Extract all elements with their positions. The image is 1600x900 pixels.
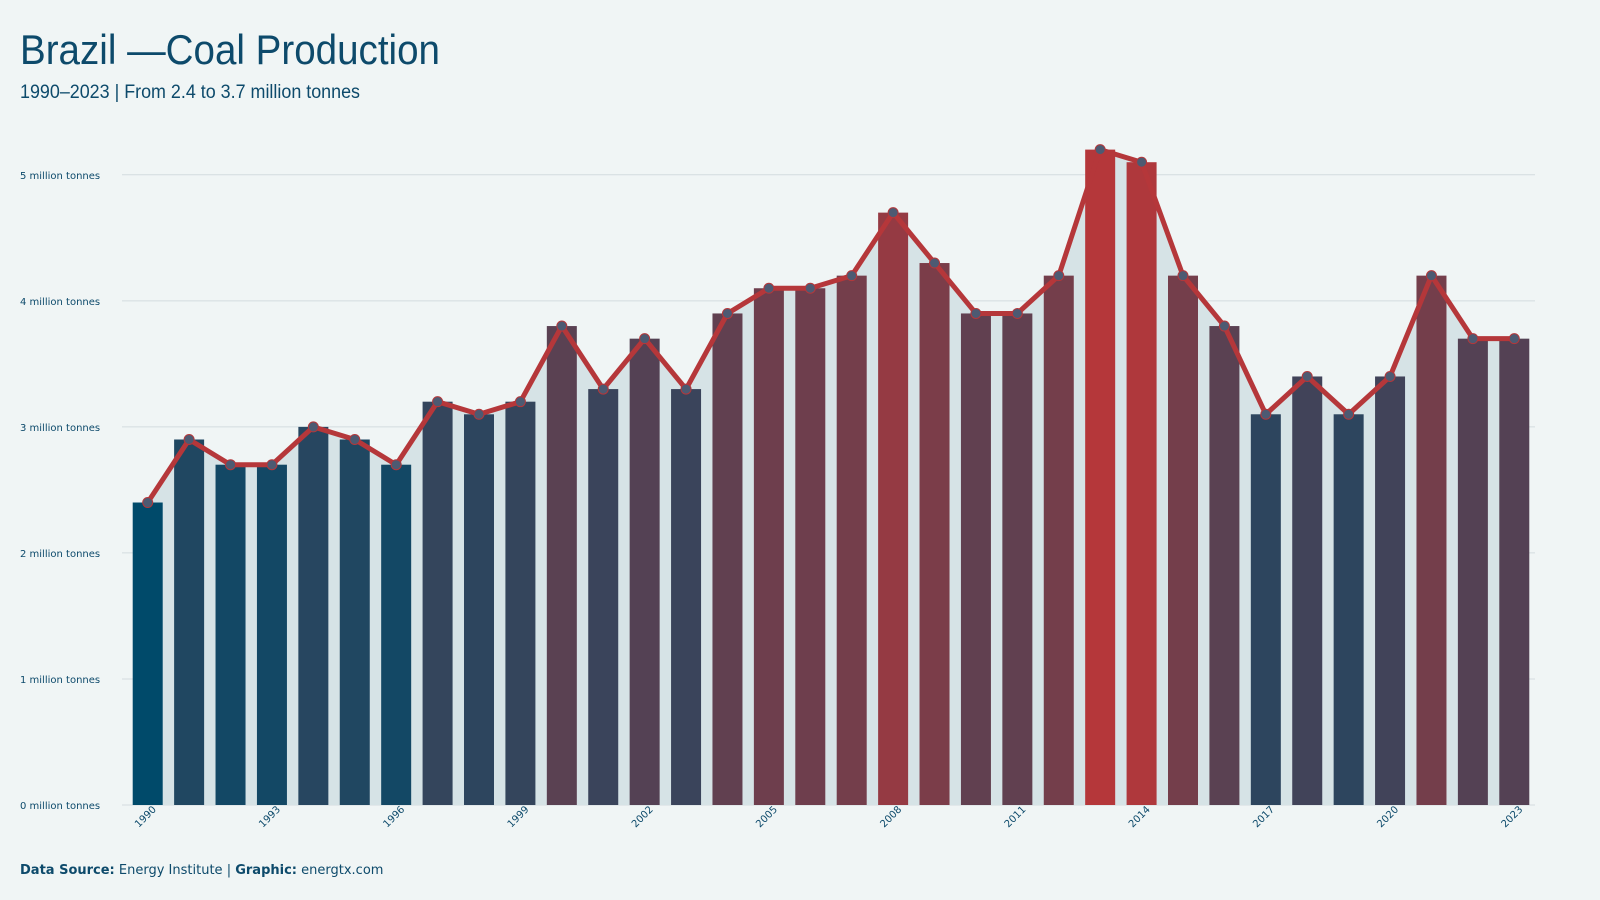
bar — [1416, 275, 1447, 806]
source: Energy Institute — [119, 863, 223, 878]
bar — [298, 426, 329, 805]
bar — [256, 464, 287, 805]
bar — [1126, 162, 1157, 806]
y-tick-label: 3 million tonnes — [20, 423, 100, 434]
point — [639, 333, 651, 345]
bar — [1250, 414, 1281, 805]
bar — [1499, 338, 1530, 805]
bar — [712, 313, 743, 805]
footer: Data Source: Energy Institute | Graphic:… — [20, 863, 383, 878]
point — [887, 207, 899, 219]
y-tick-label: 1 million tonnes — [20, 675, 100, 686]
point — [1260, 408, 1272, 420]
chart-title: Brazil —Coal Production — [20, 26, 440, 73]
point — [266, 459, 278, 471]
point — [556, 320, 568, 332]
point — [804, 282, 816, 294]
bar — [1209, 326, 1240, 805]
bar — [629, 338, 660, 805]
bar — [1333, 414, 1364, 805]
point — [349, 433, 361, 445]
graphic: energtx.com — [301, 863, 383, 878]
bar — [339, 439, 370, 805]
source-label: Data Source: — [20, 863, 115, 878]
bar — [671, 389, 702, 805]
y-tick-label: 0 million tonnes — [20, 801, 100, 812]
point — [1343, 408, 1355, 420]
point — [307, 421, 319, 433]
point — [597, 383, 609, 395]
bar — [1002, 313, 1033, 805]
bar — [1168, 275, 1198, 806]
bar — [588, 389, 619, 805]
chart-subtitle: 1990–2023 | From 2.4 to 3.7 million tonn… — [20, 82, 360, 103]
y-tick-label: 5 million tonnes — [20, 171, 100, 182]
point — [1301, 370, 1313, 382]
point — [1053, 270, 1065, 282]
point — [1425, 270, 1437, 282]
bar — [422, 401, 453, 805]
point — [1508, 333, 1520, 345]
bar — [960, 313, 991, 805]
y-tick-label: 4 million tonnes — [20, 297, 100, 308]
point — [1094, 144, 1106, 156]
bar — [878, 212, 909, 806]
separator: | — [227, 863, 231, 878]
point — [473, 408, 485, 420]
point — [1218, 320, 1230, 332]
bar — [1292, 376, 1323, 805]
point — [970, 307, 982, 319]
point — [183, 433, 195, 445]
line — [145, 147, 1515, 504]
point — [721, 307, 733, 319]
point — [1011, 307, 1023, 319]
point — [1384, 370, 1396, 382]
bar — [836, 275, 867, 806]
point — [1467, 333, 1479, 345]
bar — [505, 401, 536, 805]
point — [929, 257, 941, 269]
point — [1136, 156, 1148, 168]
bar — [1043, 275, 1074, 806]
point — [846, 270, 858, 282]
bar — [174, 439, 205, 805]
bar — [795, 288, 826, 806]
bar — [215, 464, 246, 805]
graphic-label: Graphic: — [235, 863, 297, 878]
point — [225, 459, 237, 471]
bar — [381, 464, 412, 805]
point — [514, 396, 526, 408]
bar — [919, 263, 950, 806]
point — [142, 497, 154, 509]
bar — [464, 414, 494, 805]
bar — [1457, 338, 1488, 805]
point — [680, 383, 692, 395]
bar — [1085, 149, 1116, 806]
bar — [753, 288, 784, 806]
point — [1177, 270, 1189, 282]
bar — [132, 502, 163, 805]
point — [432, 396, 444, 408]
bar — [546, 326, 577, 805]
point — [763, 282, 775, 294]
y-tick-label: 2 million tonnes — [20, 549, 100, 560]
point — [390, 459, 402, 471]
bar — [1375, 376, 1406, 805]
